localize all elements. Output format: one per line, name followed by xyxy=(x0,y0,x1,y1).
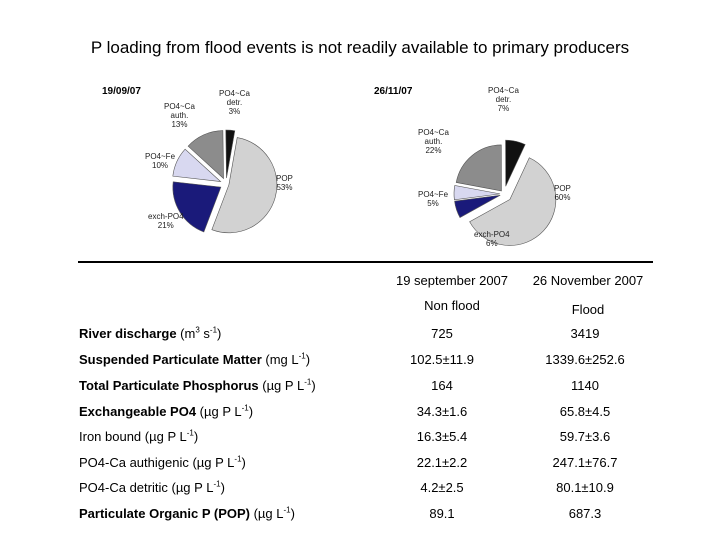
condition-non-flood: Non flood xyxy=(424,298,480,313)
pie-title: 19/09/07 xyxy=(102,86,141,97)
pie-slice-po4-fe xyxy=(172,148,222,182)
slice-label-po4-ca-detr: PO4~Ca detr. 7% xyxy=(488,86,519,113)
pie-slice-po4-ca-auth- xyxy=(187,130,224,180)
table-cell: 22.1±2.2 xyxy=(416,455,468,470)
row-label: Exchangeable PO4 (µg P L-1) xyxy=(79,403,254,419)
table-cell: 687.3 xyxy=(568,506,602,521)
column-header-19-september-2007: 19 september 2007 xyxy=(395,273,509,288)
table-cell: 3419 xyxy=(570,326,600,341)
slice-label-pop: POP 60% xyxy=(554,184,571,202)
table-cell: 80.1±10.9 xyxy=(556,480,614,495)
column-header-26-november-2007: 26 November 2007 xyxy=(532,273,644,288)
row-label: PO4-Ca detritic (µg P L-1) xyxy=(79,479,225,495)
pie-slice-exch-po4 xyxy=(172,181,222,233)
pie-slice-exch-po4 xyxy=(454,194,501,218)
table-cell: 89.1 xyxy=(429,506,455,521)
table-cell: 16.3±5.4 xyxy=(416,429,468,444)
slice-label-exch-po4: exch-PO4 21% xyxy=(148,212,184,230)
pie-chart-19-09-07 xyxy=(172,129,278,234)
row-label: Iron bound (µg P L-1) xyxy=(79,428,199,444)
slice-label-po4-ca-auth: PO4~Ca auth. 13% xyxy=(164,102,195,129)
pie-title: 26/11/07 xyxy=(374,86,413,97)
row-label: Total Particulate Phosphorus (µg P L-1) xyxy=(79,377,316,393)
slice-label-po4-ca-auth: PO4~Ca auth. 22% xyxy=(418,128,449,155)
slice-label-po4-fe: PO4~Fe 10% xyxy=(145,152,176,170)
table-cell: 59.7±3.6 xyxy=(559,429,611,444)
pie-panel-19-09-07: 19/09/07 POP 53% exch-PO4 21% PO4~Fe 10% PO… xyxy=(98,84,318,256)
pie-slice-pop xyxy=(469,157,557,246)
table-cell: 1140 xyxy=(571,378,599,393)
row-label: Suspended Particulate Matter (mg L-1) xyxy=(79,351,311,367)
table-cell: 247.1±76.7 xyxy=(552,455,618,470)
pie-slice-po4-ca-auth- xyxy=(455,144,502,192)
slice-label-exch-po4: exch-PO4 6% xyxy=(474,230,510,248)
pie-slice-po4-ca-detr- xyxy=(505,139,526,187)
pie-slice-po4-ca-detr- xyxy=(225,129,236,179)
slice-label-po4-ca-detr: PO4~Ca detr. 3% xyxy=(219,89,250,116)
page-title: P loading from flood events is not readi… xyxy=(90,38,630,57)
table-cell: 102.5±11.9 xyxy=(409,352,474,367)
table-cell: 164 xyxy=(431,378,453,393)
row-label: Particulate Organic P (POP) (µg L-1) xyxy=(79,505,295,521)
pie-slice-pop xyxy=(211,137,278,234)
table-cell: 1339.6±252.6 xyxy=(545,352,625,367)
table-cell: 65.8±4.5 xyxy=(559,404,611,419)
table-cell: 34.3±1.6 xyxy=(416,404,468,419)
pie-chart-26-11-07 xyxy=(453,139,557,246)
table-top-rule xyxy=(78,261,653,263)
slice-label-po4-fe: PO4~Fe 5% xyxy=(418,190,449,208)
condition-flood: Flood xyxy=(571,302,605,317)
slice-label-pop: POP 53% xyxy=(276,174,293,192)
row-label: River discharge (m3 s-1) xyxy=(79,325,222,341)
row-label: PO4-Ca authigenic (µg P L-1) xyxy=(79,454,246,470)
pie-panel-26-11-07: 26/11/07 POP 60% exch-PO4 6% PO4~Fe 5% PO4~… xyxy=(370,84,590,256)
pie-slice-po4-fe xyxy=(453,185,501,201)
table-cell: 4.2±2.5 xyxy=(420,480,464,495)
table-cell: 725 xyxy=(431,326,453,341)
